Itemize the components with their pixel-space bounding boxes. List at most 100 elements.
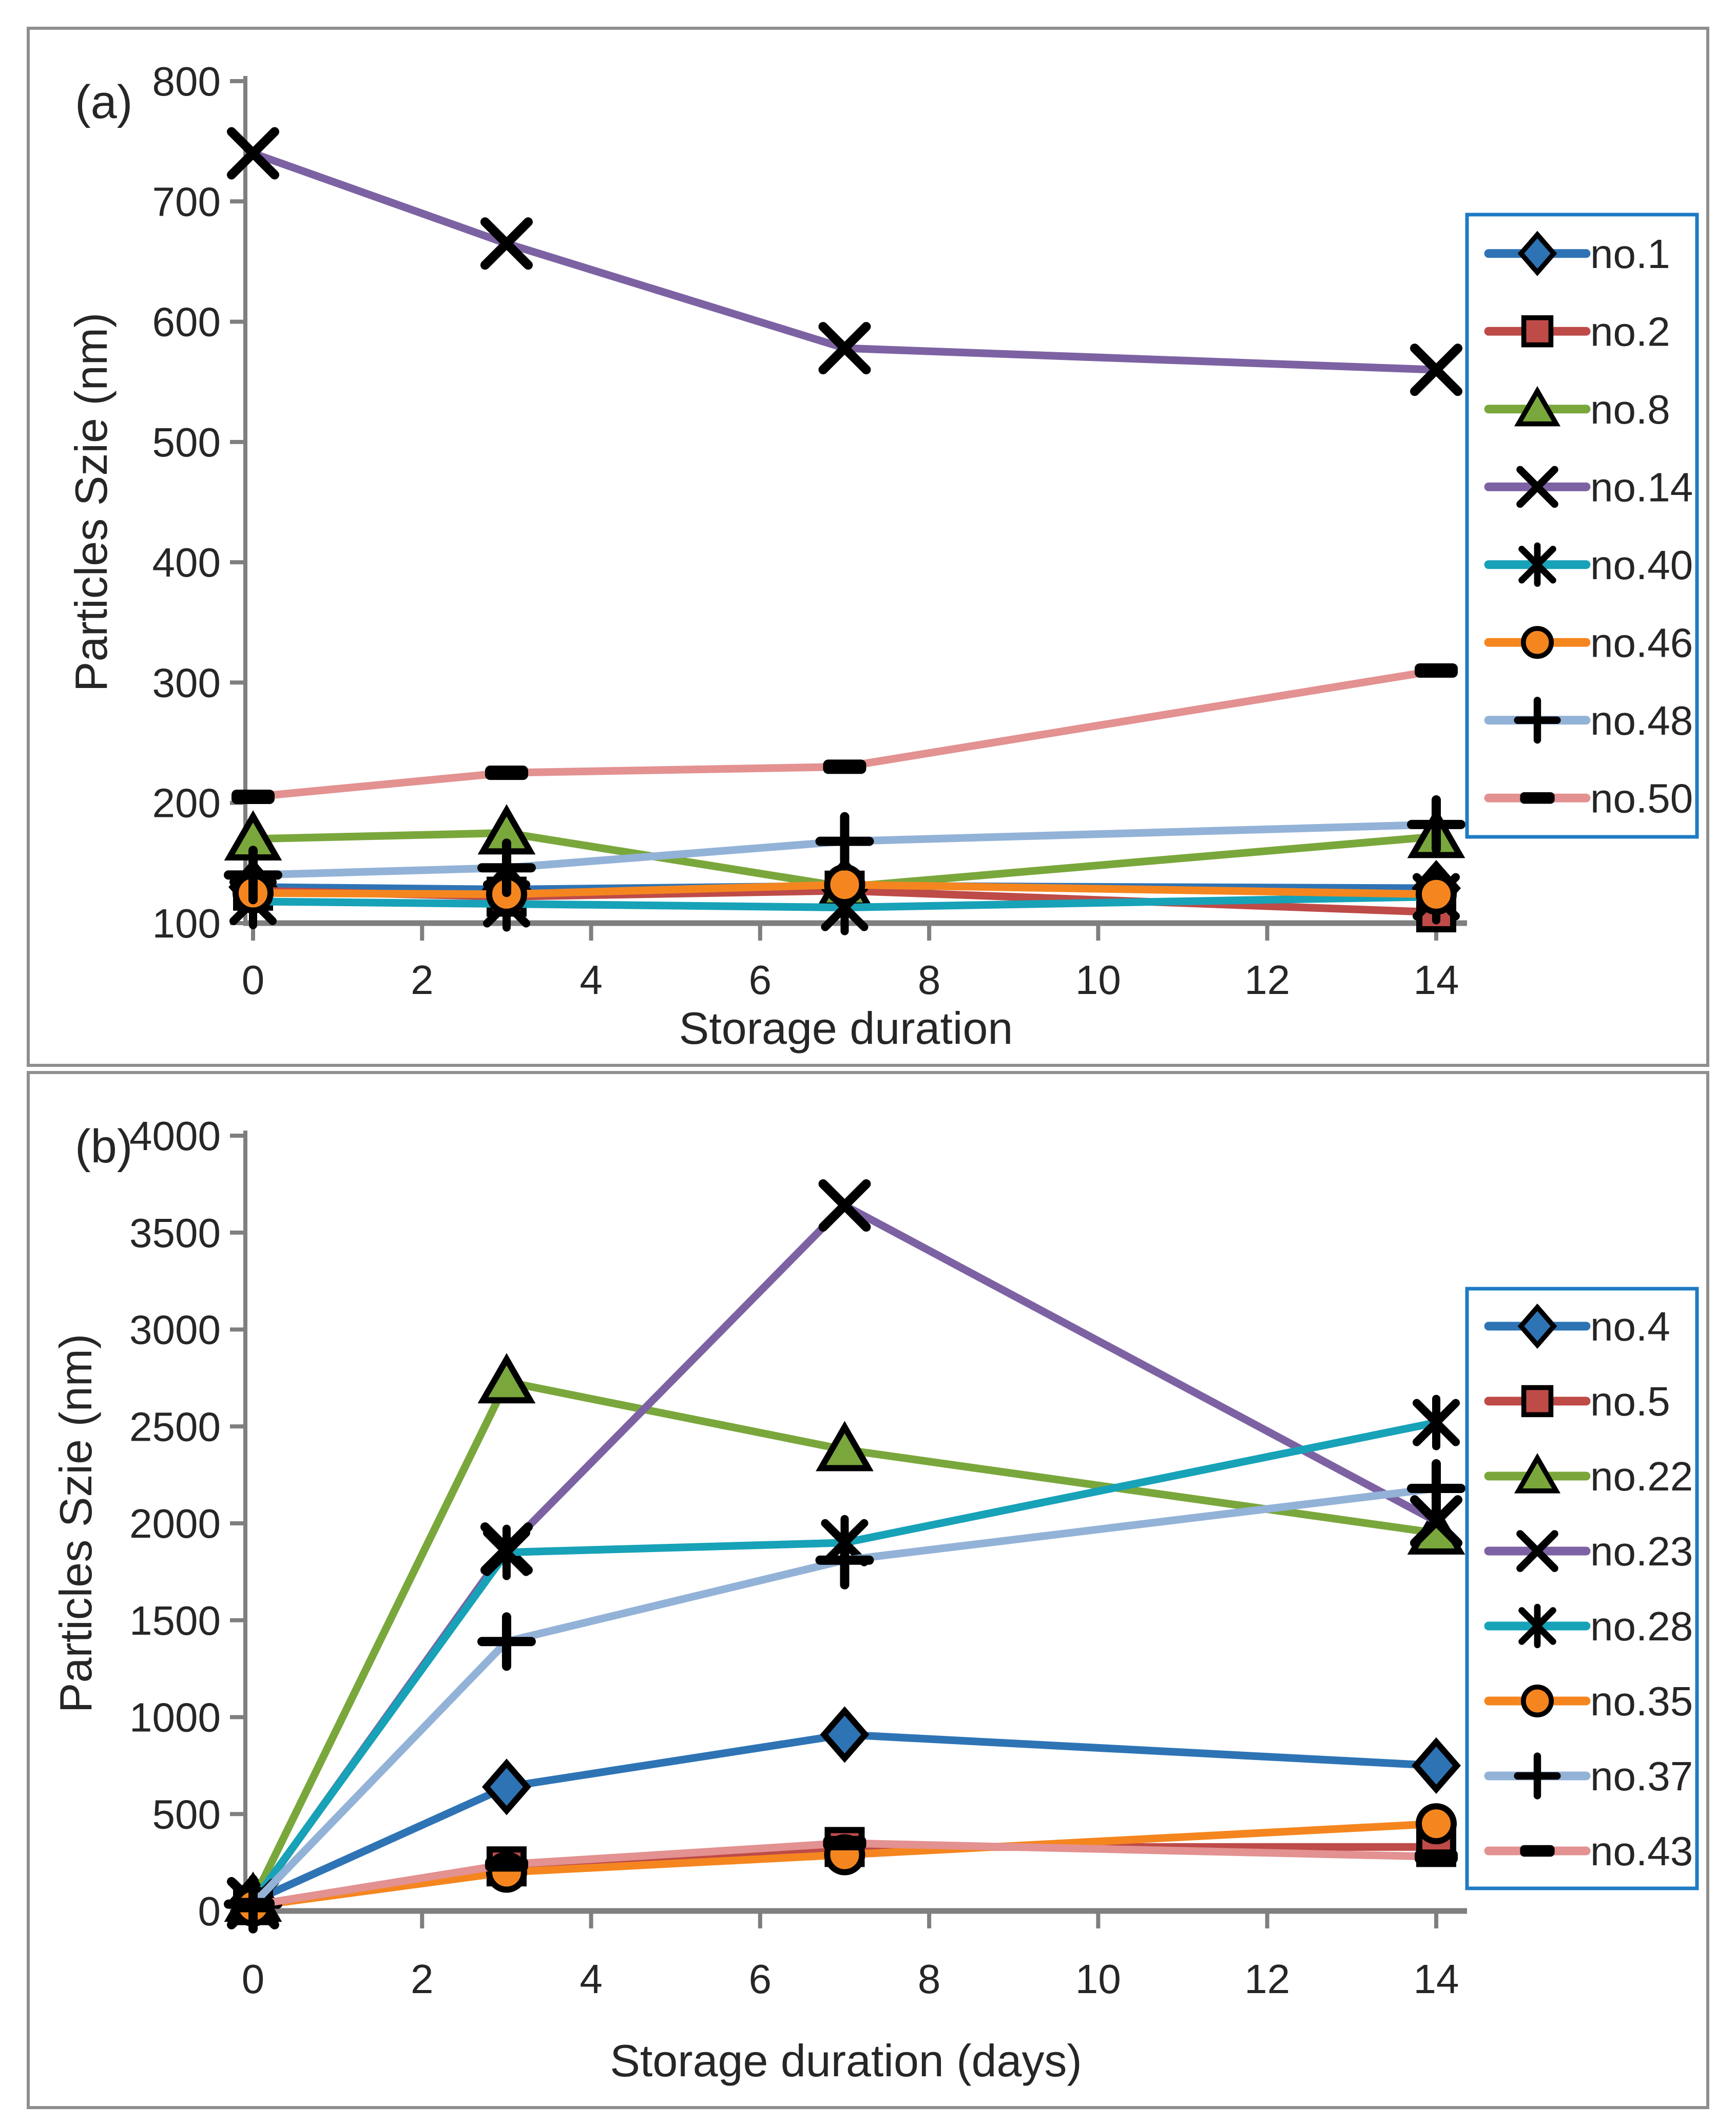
series-line-no.35 xyxy=(249,1820,1440,1910)
legend-label-no.43: no.43 xyxy=(1590,1828,1693,1874)
plus-marker-no.48 xyxy=(815,812,874,871)
series-line-no.37 xyxy=(249,1484,1440,1908)
line-chart-b: 0 500 1000 1500 2000 2500 3000 3500 4000 0 2 4 6 8 10 1… xyxy=(50,1113,1699,2086)
legend-item-no.43: no.43 xyxy=(1484,1828,1693,1874)
circle-marker-no.35 xyxy=(1416,1803,1457,1845)
plus-marker-no.37 xyxy=(477,1612,536,1671)
legend: no.1 no.2 no.8 no.14 no.40 no.46 no.48 no.50 xyxy=(1465,213,1699,839)
plus-marker-no.37 xyxy=(1407,1459,1465,1518)
dash-marker-no.50 xyxy=(232,790,275,804)
dash-marker-no.43 xyxy=(485,1857,528,1872)
legend-label-no.4: no.4 xyxy=(1590,1304,1670,1349)
circle-marker-legend-no.35 xyxy=(1521,1685,1554,1718)
legend-label-no.35: no.35 xyxy=(1590,1678,1693,1724)
series-no.48 xyxy=(224,795,1465,905)
square-marker-legend-no.2 xyxy=(1521,315,1554,348)
dash-marker-no.50 xyxy=(1415,663,1458,678)
x-marker-no.14 xyxy=(818,322,871,375)
legend-item-no.23: no.23 xyxy=(1484,1528,1693,1574)
x-marker-no.14 xyxy=(227,127,279,180)
plus-marker-legend-no.48 xyxy=(1514,697,1561,744)
y-axis-ticks: 100 200 300 400 500 600 700 800 xyxy=(152,59,245,946)
legend-item-no.22: no.22 xyxy=(1484,1453,1693,1499)
x-tick-label: 10 xyxy=(1075,957,1121,1003)
circle-marker-legend-no.46 xyxy=(1521,626,1554,659)
y-tick-label: 1500 xyxy=(129,1598,221,1643)
series-line-no.40 xyxy=(249,892,1440,912)
legend-label-no.28: no.28 xyxy=(1590,1603,1693,1649)
y-axis-title-a: Particles Szie (nm) xyxy=(66,313,117,692)
x-marker-no.14 xyxy=(1410,343,1462,396)
series-no.50 xyxy=(232,663,1458,804)
x-tick-label: 0 xyxy=(242,957,265,1003)
dash-marker-no.50 xyxy=(823,759,866,774)
legend-label-no.8: no.8 xyxy=(1590,387,1670,432)
y-tick-label: 100 xyxy=(152,901,221,946)
x-tick-label: 6 xyxy=(749,1956,772,2002)
series-no.14 xyxy=(227,127,1462,396)
asterisk-marker-no.28 xyxy=(1413,1394,1460,1450)
legend-item-no.50: no.50 xyxy=(1484,775,1693,821)
y-tick-label: 3000 xyxy=(129,1307,221,1353)
series-line-no.43 xyxy=(249,1839,1440,1909)
y-tick-label: 600 xyxy=(152,299,221,345)
series-line-no.48 xyxy=(249,820,1440,879)
series-line-no.46 xyxy=(249,881,1440,898)
legend-label-no.1: no.1 xyxy=(1590,231,1670,277)
x-tick-label: 2 xyxy=(411,1956,434,2002)
plus-marker-no.48 xyxy=(224,846,282,905)
dash-marker-no.50 xyxy=(485,766,528,780)
y-tick-label: 0 xyxy=(198,1888,221,1934)
diamond-marker-legend-no.1 xyxy=(1517,231,1557,276)
x-axis-ticks: 0 2 4 6 8 10 12 14 xyxy=(242,923,1459,1003)
plus-marker-no.48 xyxy=(477,838,536,897)
x-tick-label: 4 xyxy=(580,957,603,1003)
legend-box xyxy=(1465,213,1699,839)
legend-item-no.4: no.4 xyxy=(1484,1303,1670,1349)
x-tick-label: 8 xyxy=(918,957,941,1003)
circle-marker-no.46 xyxy=(824,864,865,906)
legend-label-no.14: no.14 xyxy=(1590,464,1693,510)
diamond-marker-no.4 xyxy=(481,1758,531,1815)
x-axis-title-a: Storage duration xyxy=(679,1003,1013,1054)
x-tick-label: 14 xyxy=(1414,1956,1459,2002)
y-tick-label: 200 xyxy=(152,780,221,826)
x-axis-title-b: Storage duration (days) xyxy=(610,2035,1082,2086)
dash-marker-legend-no.43 xyxy=(1520,1845,1555,1857)
dash-marker-legend-no.50 xyxy=(1520,792,1555,804)
legend: no.4 no.5 no.22 no.23 no.28 no.35 no.37 no.43 xyxy=(1465,1287,1699,1890)
series-line-no.22 xyxy=(249,1378,1440,1904)
legend-box xyxy=(1465,1287,1699,1890)
legend-item-no.8: no.8 xyxy=(1484,386,1670,432)
dash-marker-no.43 xyxy=(232,1898,275,1912)
x-axis-ticks: 0 2 4 6 8 10 12 14 xyxy=(242,1911,1459,2002)
series-no.4 xyxy=(228,1706,1461,1930)
x-tick-label: 12 xyxy=(1244,1956,1290,2002)
diamond-marker-no.4 xyxy=(820,1706,870,1763)
legend-item-no.40: no.40 xyxy=(1484,542,1693,588)
series-line-no.50 xyxy=(249,666,1440,801)
legend-item-no.37: no.37 xyxy=(1484,1752,1693,1800)
y-tick-label: 300 xyxy=(152,660,221,705)
legend-item-no.14: no.14 xyxy=(1484,464,1693,510)
y-tick-label: 500 xyxy=(152,419,221,465)
x-tick-label: 8 xyxy=(918,1956,941,2002)
y-tick-label: 1000 xyxy=(129,1695,221,1741)
x-tick-label: 14 xyxy=(1414,957,1459,1003)
x-marker-no.23 xyxy=(818,1179,871,1232)
triangle-marker-legend-no.22 xyxy=(1514,1453,1561,1494)
y-tick-label: 4000 xyxy=(129,1113,221,1159)
legend-label-no.46: no.46 xyxy=(1590,620,1693,665)
y-axis-title-b: Particles Szie (nm) xyxy=(50,1334,101,1713)
y-tick-label: 2500 xyxy=(129,1404,221,1449)
chart-b-generated: 0 500 1000 1500 2000 2500 3000 3500 4000 0 2 4 6 8 10 1… xyxy=(129,1113,1699,2002)
x-tick-label: 2 xyxy=(411,957,434,1003)
x-marker-no.23 xyxy=(1410,1495,1462,1548)
panel-b: 0 500 1000 1500 2000 2500 3000 3500 4000 0 2 4 6 8 10 1… xyxy=(27,1071,1709,2109)
x-marker-legend-no.23 xyxy=(1516,1530,1558,1572)
panel-a: 100 200 300 400 500 600 700 800 0 2 4 6 8 10 12 14 no.1 n… xyxy=(27,27,1709,1067)
legend-label-no.5: no.5 xyxy=(1590,1379,1670,1424)
diamond-marker-legend-no.4 xyxy=(1517,1303,1557,1349)
series-no.43 xyxy=(232,1835,1458,1912)
asterisk-marker-no.28 xyxy=(483,1524,530,1580)
